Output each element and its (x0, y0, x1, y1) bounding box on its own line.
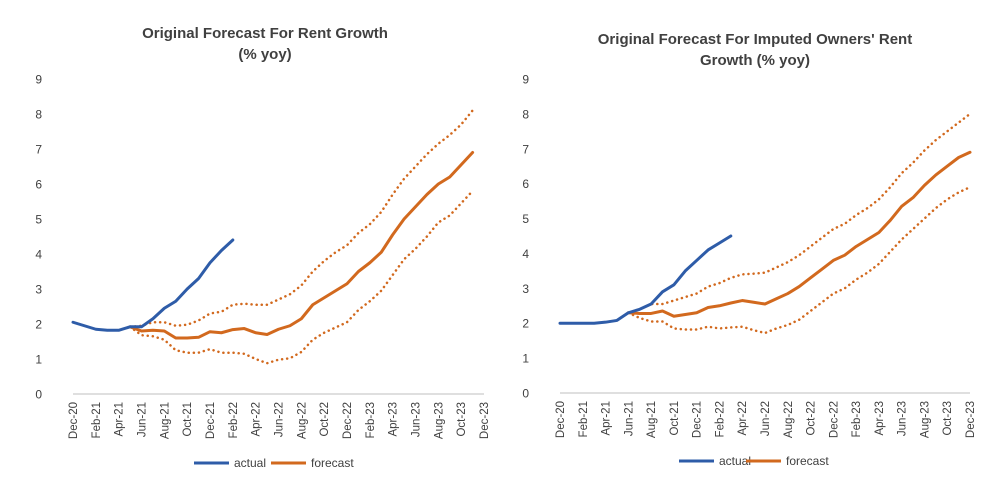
series-line-forecast-lower (128, 189, 474, 365)
x-tick-label: Oct-23 (456, 402, 468, 437)
y-tick-label: 2 (35, 318, 42, 332)
chart-title-line-1: Original Forecast For Imputed Owners' Re… (598, 31, 912, 48)
x-tick-label: Dec-23 (479, 402, 491, 439)
x-tick-label: Dec-21 (205, 402, 217, 439)
y-tick-label: 6 (522, 177, 529, 191)
x-tick-label: Jun-22 (760, 401, 772, 436)
x-tick-label: Aug-23 (433, 402, 445, 439)
legend: actual forecast (194, 456, 354, 470)
x-tick-label: Oct-22 (806, 401, 818, 436)
y-tick-label: 8 (35, 108, 42, 122)
series-group (71, 109, 475, 365)
y-tick-label: 4 (522, 247, 529, 261)
x-tick-label: Dec-23 (965, 401, 977, 438)
chart-title-line-2: (% yoy) (238, 46, 291, 63)
x-tick-label: Feb-21 (91, 402, 103, 438)
y-tick-label: 2 (522, 317, 529, 331)
y-axis-ticks: 0 1 2 3 4 5 6 7 8 9 (35, 73, 42, 402)
legend-forecast-label: forecast (311, 456, 354, 470)
series-group (558, 112, 972, 335)
x-tick-label: Dec-20 (555, 401, 567, 438)
x-tick-label: Dec-22 (342, 402, 354, 439)
x-tick-label: Apr-23 (874, 401, 886, 436)
y-tick-label: 3 (522, 282, 529, 296)
y-tick-label: 9 (522, 73, 529, 87)
x-tick-label: Apr-23 (388, 402, 400, 437)
x-tick-label: Oct-21 (182, 402, 194, 437)
x-tick-label: Feb-23 (365, 402, 377, 438)
x-tick-label: Aug-22 (783, 401, 795, 438)
imputed-owners-rent-chart: Original Forecast For Imputed Owners' Re… (522, 31, 977, 468)
x-tick-label: Feb-21 (578, 401, 590, 437)
y-axis-ticks: 0 1 2 3 4 5 6 7 8 9 (522, 73, 529, 401)
y-tick-label: 3 (35, 283, 42, 297)
x-tick-label: Aug-23 (919, 401, 931, 438)
y-tick-label: 0 (522, 387, 529, 401)
legend-actual-label: actual (719, 454, 751, 468)
x-tick-label: Aug-22 (296, 402, 308, 439)
series-line-forecast (128, 151, 475, 340)
series-line-actual (71, 238, 235, 332)
y-tick-label: 1 (35, 353, 42, 367)
x-tick-label: Dec-21 (692, 401, 704, 438)
x-tick-label: Aug-21 (159, 402, 171, 439)
series-line-forecast-lower (627, 185, 972, 335)
x-tick-label: Jun-21 (137, 402, 149, 437)
y-tick-label: 9 (35, 73, 42, 87)
y-tick-label: 7 (35, 143, 42, 157)
series-line-forecast-upper (128, 109, 474, 329)
x-tick-label: Apr-22 (737, 401, 749, 436)
legend-forecast-label: forecast (786, 454, 829, 468)
x-tick-label: Oct-21 (669, 401, 681, 436)
x-tick-label: Feb-22 (714, 401, 726, 437)
y-tick-label: 1 (522, 352, 529, 366)
series-line-forecast (626, 150, 972, 318)
x-axis-ticks: Dec-20 Feb-21 Apr-21 Jun-21 Aug-21 Oct-21 Dec-… (68, 402, 491, 439)
x-tick-label: Jun-23 (897, 401, 909, 436)
x-tick-label: Jun-22 (274, 402, 286, 437)
series-line-actual (558, 234, 733, 325)
x-tick-label: Apr-21 (601, 401, 613, 436)
legend-actual-label: actual (234, 456, 266, 470)
series-line-forecast-upper (627, 112, 972, 315)
y-tick-label: 6 (35, 178, 42, 192)
y-tick-label: 7 (522, 142, 529, 156)
x-axis-ticks: Dec-20 Feb-21 Apr-21 Jun-21 Aug-21 Oct-21 Dec-… (555, 401, 977, 438)
chart-title-line-1: Original Forecast For Rent Growth (142, 25, 388, 42)
x-tick-label: Apr-22 (251, 402, 263, 437)
x-tick-label: Jun-21 (623, 401, 635, 436)
y-tick-label: 4 (35, 248, 42, 262)
x-tick-label: Jun-23 (411, 402, 423, 437)
y-tick-label: 5 (35, 213, 42, 227)
x-tick-label: Dec-20 (68, 402, 80, 439)
chart-title-line-2: Growth (% yoy) (700, 52, 810, 69)
x-tick-label: Feb-22 (228, 402, 240, 438)
x-tick-label: Oct-22 (319, 402, 331, 437)
y-tick-label: 0 (35, 388, 42, 402)
y-tick-label: 8 (522, 107, 529, 121)
x-tick-label: Oct-23 (942, 401, 954, 436)
x-tick-label: Aug-21 (646, 401, 658, 438)
x-tick-label: Feb-23 (851, 401, 863, 437)
rent-growth-chart: Original Forecast For Rent Growth (% yoy… (35, 25, 491, 470)
legend: actual forecast (679, 454, 829, 468)
y-tick-label: 5 (522, 212, 529, 226)
x-tick-label: Apr-21 (114, 402, 126, 437)
x-tick-label: Dec-22 (828, 401, 840, 438)
